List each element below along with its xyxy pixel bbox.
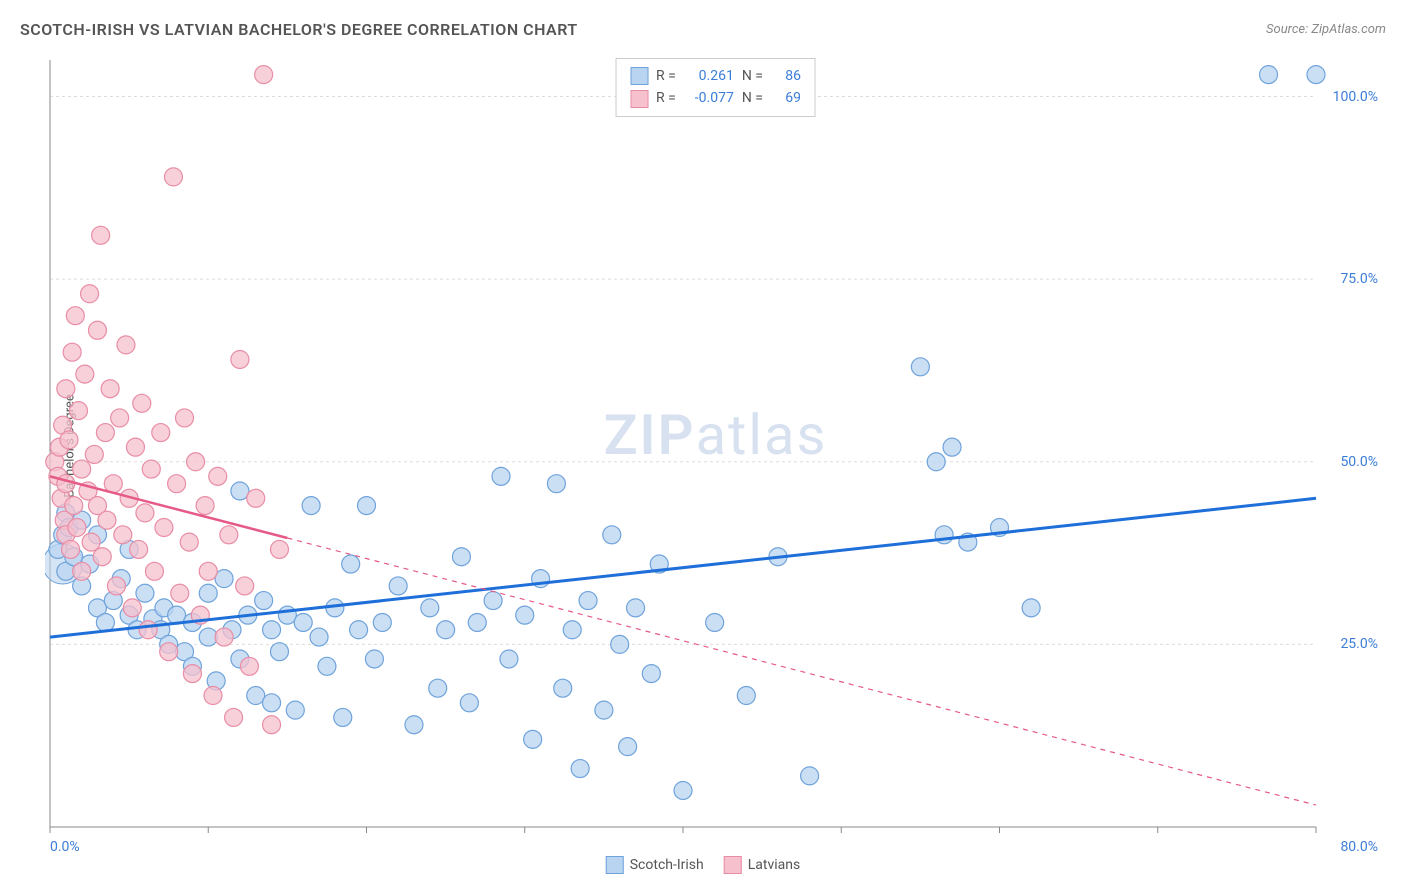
n-value-latvians: 69 xyxy=(771,87,801,109)
legend-item-latvians: Latvians xyxy=(724,856,801,874)
legend-label-latvians: Latvians xyxy=(748,857,801,873)
stats-row-scotch-irish: R = 0.261 N = 86 xyxy=(630,65,801,87)
stats-row-latvians: R = -0.077 N = 69 xyxy=(630,87,801,109)
stats-legend: R = 0.261 N = 86 R = -0.077 N = 69 xyxy=(615,58,816,117)
y-tick-label: 25.0% xyxy=(1340,636,1378,652)
chart-container: ZIPatlas R = 0.261 N = 86 R = -0.077 N =… xyxy=(45,55,1386,847)
swatch-scotch-irish xyxy=(630,67,648,85)
chart-title: SCOTCH-IRISH VS LATVIAN BACHELOR'S DEGRE… xyxy=(20,20,578,39)
r-label-2: R = xyxy=(656,87,676,109)
y-tick-label: 100.0% xyxy=(1333,89,1378,105)
n-value-scotch-irish: 86 xyxy=(771,65,801,87)
x-tick-label: 0.0% xyxy=(50,839,80,855)
legend-swatch-latvians xyxy=(724,856,742,874)
y-tick-label: 75.0% xyxy=(1340,271,1378,287)
plot-area xyxy=(45,55,1386,847)
r-value-scotch-irish: 0.261 xyxy=(684,65,734,87)
r-value-latvians: -0.077 xyxy=(684,87,734,109)
bottom-legend: Scotch-Irish Latvians xyxy=(606,856,801,874)
legend-swatch-scotch-irish xyxy=(606,856,624,874)
swatch-latvians xyxy=(630,90,648,108)
scatter-chart xyxy=(45,55,1386,847)
n-label: N = xyxy=(742,65,763,87)
chart-header: SCOTCH-IRISH VS LATVIAN BACHELOR'S DEGRE… xyxy=(20,20,1386,39)
x-tick-label: 80.0% xyxy=(1340,839,1378,855)
legend-item-scotch-irish: Scotch-Irish xyxy=(606,856,704,874)
legend-label-scotch-irish: Scotch-Irish xyxy=(630,857,704,873)
n-label-2: N = xyxy=(742,87,763,109)
chart-source: Source: ZipAtlas.com xyxy=(1266,22,1386,37)
y-tick-label: 50.0% xyxy=(1340,454,1378,470)
r-label: R = xyxy=(656,65,676,87)
